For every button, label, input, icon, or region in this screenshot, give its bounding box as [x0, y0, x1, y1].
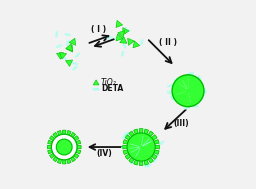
Wedge shape — [139, 160, 143, 165]
Wedge shape — [153, 139, 159, 144]
Text: (III): (III) — [174, 119, 189, 128]
Polygon shape — [128, 38, 134, 45]
Wedge shape — [134, 159, 138, 165]
Polygon shape — [120, 37, 127, 43]
Wedge shape — [123, 150, 130, 155]
Wedge shape — [76, 145, 81, 149]
Wedge shape — [48, 140, 54, 145]
Polygon shape — [93, 80, 99, 85]
Wedge shape — [67, 131, 71, 137]
Wedge shape — [144, 159, 149, 165]
Wedge shape — [139, 129, 143, 135]
Wedge shape — [73, 153, 79, 158]
Wedge shape — [144, 129, 149, 136]
Wedge shape — [129, 131, 135, 138]
Polygon shape — [66, 45, 73, 52]
Circle shape — [56, 139, 72, 155]
Wedge shape — [57, 131, 62, 137]
Text: (IV): (IV) — [97, 149, 112, 158]
Polygon shape — [57, 53, 64, 59]
Wedge shape — [50, 136, 56, 141]
Wedge shape — [53, 132, 59, 139]
Wedge shape — [123, 139, 130, 144]
Circle shape — [51, 134, 77, 160]
Wedge shape — [62, 130, 66, 136]
Wedge shape — [147, 156, 153, 163]
Text: ( II ): ( II ) — [159, 38, 177, 47]
Wedge shape — [67, 157, 71, 163]
Wedge shape — [151, 153, 157, 159]
Circle shape — [51, 134, 77, 160]
Wedge shape — [125, 153, 132, 159]
Circle shape — [127, 133, 155, 161]
Wedge shape — [47, 145, 53, 149]
Wedge shape — [125, 135, 132, 141]
Text: TiO₂: TiO₂ — [101, 78, 116, 87]
Wedge shape — [151, 135, 157, 141]
Polygon shape — [66, 44, 72, 51]
Wedge shape — [57, 157, 62, 163]
Wedge shape — [74, 140, 81, 145]
Wedge shape — [73, 136, 79, 141]
Wedge shape — [134, 129, 138, 136]
Polygon shape — [133, 41, 140, 48]
Wedge shape — [48, 149, 54, 154]
Wedge shape — [123, 145, 129, 149]
Polygon shape — [60, 52, 67, 59]
Wedge shape — [53, 155, 59, 162]
Wedge shape — [70, 132, 76, 139]
Polygon shape — [116, 20, 123, 27]
Polygon shape — [116, 34, 123, 41]
Text: ( I ): ( I ) — [91, 25, 106, 34]
Circle shape — [172, 75, 204, 107]
Polygon shape — [123, 28, 129, 35]
Wedge shape — [154, 145, 159, 149]
Wedge shape — [147, 131, 153, 138]
Polygon shape — [69, 38, 76, 45]
Wedge shape — [50, 153, 56, 158]
Wedge shape — [70, 155, 76, 162]
Wedge shape — [129, 156, 135, 163]
Wedge shape — [74, 149, 81, 154]
Polygon shape — [66, 60, 73, 66]
Text: DETA: DETA — [101, 84, 123, 93]
Wedge shape — [153, 150, 159, 155]
Polygon shape — [118, 30, 125, 37]
Wedge shape — [62, 158, 66, 164]
